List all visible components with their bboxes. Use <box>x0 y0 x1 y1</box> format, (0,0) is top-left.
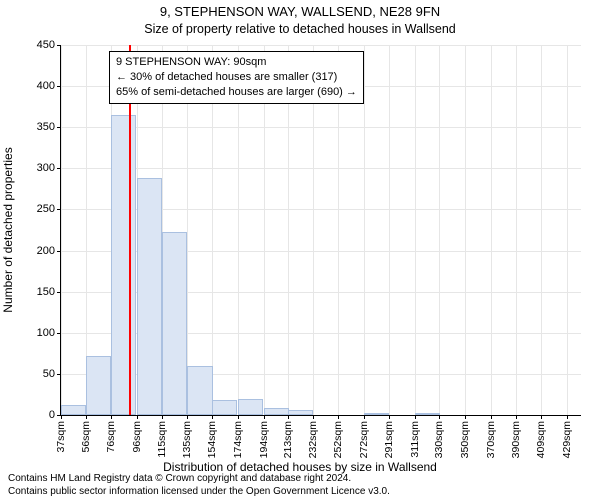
grid-line-h <box>61 127 581 128</box>
histogram-bar <box>162 232 187 415</box>
histogram-bar <box>288 410 313 415</box>
grid-line-v <box>567 45 568 415</box>
histogram-bar <box>61 405 86 415</box>
x-tick-label: 135sqm <box>181 421 193 458</box>
info-line-1: 9 STEPHENSON WAY: 90sqm <box>116 55 357 70</box>
info-line-3: 65% of semi-detached houses are larger (… <box>116 85 357 100</box>
x-tick-label: 213sqm <box>282 421 294 458</box>
x-tick-label: 76sqm <box>105 421 117 453</box>
info-box: 9 STEPHENSON WAY: 90sqm ← 30% of detache… <box>109 51 364 104</box>
chart-container: 9, STEPHENSON WAY, WALLSEND, NE28 9FN Si… <box>0 0 600 500</box>
grid-line-v <box>465 45 466 415</box>
info-line-2: ← 30% of detached houses are smaller (31… <box>116 70 357 85</box>
y-tick-label: 0 <box>49 409 55 421</box>
chart-subtitle: Size of property relative to detached ho… <box>0 22 600 36</box>
x-tick-mark <box>288 415 289 419</box>
x-tick-mark <box>137 415 138 419</box>
histogram-bar <box>238 399 263 415</box>
grid-line-v <box>389 45 390 415</box>
x-tick-mark <box>111 415 112 419</box>
x-tick-label: 252sqm <box>332 421 344 458</box>
y-axis-label: Number of detached properties <box>1 147 15 312</box>
x-tick-label: 37sqm <box>55 421 67 453</box>
x-tick-label: 370sqm <box>485 421 497 458</box>
x-tick-label: 154sqm <box>206 421 218 458</box>
x-tick-label: 330sqm <box>433 421 445 458</box>
x-tick-mark <box>364 415 365 419</box>
y-tick-label: 50 <box>43 368 55 380</box>
grid-line-v <box>541 45 542 415</box>
x-tick-label: 194sqm <box>258 421 270 458</box>
histogram-bar <box>264 408 289 415</box>
y-tick-label: 150 <box>37 286 55 298</box>
x-tick-mark <box>187 415 188 419</box>
x-tick-label: 291sqm <box>383 421 395 458</box>
histogram-bar <box>212 400 237 415</box>
x-tick-label: 350sqm <box>459 421 471 458</box>
grid-line-h <box>61 45 581 46</box>
x-tick-mark <box>465 415 466 419</box>
grid-line-v <box>516 45 517 415</box>
x-tick-mark <box>313 415 314 419</box>
chart-title: 9, STEPHENSON WAY, WALLSEND, NE28 9FN <box>0 4 600 19</box>
footnote-2: Contains public sector information licen… <box>8 486 390 497</box>
x-tick-label: 96sqm <box>131 421 143 453</box>
grid-line-v <box>491 45 492 415</box>
x-tick-label: 311sqm <box>409 421 421 458</box>
x-tick-label: 272sqm <box>358 421 370 458</box>
x-tick-mark <box>238 415 239 419</box>
y-tick-label: 250 <box>37 203 55 215</box>
x-tick-mark <box>264 415 265 419</box>
x-tick-mark <box>162 415 163 419</box>
x-tick-mark <box>541 415 542 419</box>
grid-line-v <box>415 45 416 415</box>
plot-area: 05010015020025030035040045037sqm56sqm76s… <box>60 45 581 416</box>
x-tick-mark <box>567 415 568 419</box>
x-tick-label: 174sqm <box>232 421 244 458</box>
grid-line-v <box>61 45 62 415</box>
x-tick-mark <box>61 415 62 419</box>
y-tick-label: 200 <box>37 245 55 257</box>
y-tick-label: 450 <box>37 39 55 51</box>
histogram-bar <box>137 178 162 415</box>
y-tick-label: 400 <box>37 80 55 92</box>
grid-line-h <box>61 168 581 169</box>
x-tick-mark <box>86 415 87 419</box>
y-tick-label: 100 <box>37 327 55 339</box>
x-tick-label: 429sqm <box>561 421 573 458</box>
x-tick-mark <box>212 415 213 419</box>
x-tick-label: 115sqm <box>156 421 168 458</box>
x-tick-label: 232sqm <box>307 421 319 458</box>
x-tick-mark <box>491 415 492 419</box>
histogram-bar <box>364 413 389 415</box>
x-axis-label: Distribution of detached houses by size … <box>0 460 600 474</box>
histogram-bar <box>415 413 440 415</box>
x-tick-label: 409sqm <box>535 421 547 458</box>
x-tick-mark <box>439 415 440 419</box>
x-tick-mark <box>338 415 339 419</box>
histogram-bar <box>187 366 212 415</box>
grid-line-v <box>364 45 365 415</box>
footnote-1: Contains HM Land Registry data © Crown c… <box>8 473 351 484</box>
grid-line-v <box>439 45 440 415</box>
x-tick-mark <box>415 415 416 419</box>
y-tick-label: 350 <box>37 121 55 133</box>
histogram-bar <box>86 356 111 415</box>
histogram-bar <box>111 115 136 415</box>
x-tick-label: 56sqm <box>80 421 92 453</box>
x-tick-label: 390sqm <box>510 421 522 458</box>
y-tick-label: 300 <box>37 162 55 174</box>
x-tick-mark <box>516 415 517 419</box>
x-tick-mark <box>389 415 390 419</box>
